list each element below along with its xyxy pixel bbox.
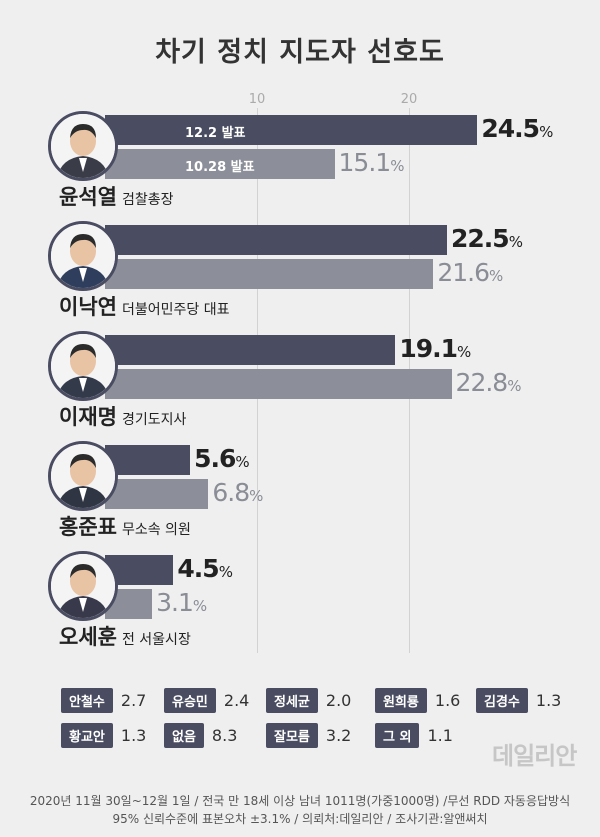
other-value: 1.6 [434,691,461,710]
x-tick-label: 10 [248,92,266,107]
avatar [48,221,118,291]
other-value: 1.3 [120,726,147,745]
data-label: 22.8% [455,368,522,397]
percent-sign: % [508,233,523,251]
candidate-role: 더불어민주당 대표 [121,302,230,318]
percent-sign: % [218,563,233,581]
other-item: 유승민 2.4 [164,688,249,713]
data-value: 15.1 [338,148,392,177]
percent-sign: % [539,123,553,141]
candidate-name-text: 홍준표 [59,515,117,539]
avatar [48,551,118,621]
bar-current [105,335,396,365]
avatar [48,111,118,181]
percent-sign: % [192,597,207,615]
other-value: 3.2 [325,726,352,745]
avatar [48,331,118,401]
percent-sign: % [390,157,404,175]
data-label: 3.1% [156,588,207,617]
data-label: 5.6% [194,444,250,473]
other-value: 2.7 [120,691,147,710]
other-item: 정세균 2.0 [266,688,351,713]
candidate-name-text: 이낙연 [59,295,117,319]
candidate-name-text: 오세훈 [59,625,117,649]
candidate-name: 오세훈 전 서울시장 [59,621,191,651]
other-item: 그 외 1.1 [375,723,453,748]
data-label: 19.1% [399,334,471,363]
candidate-name: 윤석열 검찰총장 [59,181,174,211]
other-name-chip: 원희룡 [375,688,427,713]
candidate-role: 전 서울시장 [121,632,191,648]
other-name-chip: 황교안 [61,723,113,748]
other-name-chip: 김경수 [476,688,528,713]
candidate-role: 경기도지사 [121,412,187,428]
watermark-logo: 데일리안 [492,742,577,770]
series-label: 10.28 발표 [185,160,255,175]
data-label: 15.1% [338,148,405,177]
other-value: 2.4 [223,691,250,710]
data-label: 24.5% [481,114,553,143]
other-value: 1.1 [427,726,453,745]
other-value: 2.0 [325,691,352,710]
x-tick-label: 20 [400,92,418,107]
other-name-chip: 정세균 [266,688,318,713]
data-value: 4.5 [177,554,219,583]
series-label: 12.2 발표 [185,126,246,141]
data-value: 22.5 [451,224,510,253]
data-value: 5.6 [194,444,236,473]
other-name-chip: 유승민 [164,688,216,713]
other-item: 안철수 2.7 [61,688,146,713]
candidate-name: 홍준표 무소속 의원 [59,511,191,541]
bar-previous [105,479,209,509]
percent-sign: % [507,377,521,395]
bar-previous [105,369,452,399]
data-label: 22.5% [451,224,523,253]
data-value: 21.6 [437,258,490,287]
other-item: 없음 8.3 [164,723,237,748]
data-label: 6.8% [212,478,263,507]
candidate-role: 검찰총장 [121,192,174,208]
bar-current [105,445,191,475]
bar-previous: 10.28 발표 [105,149,335,179]
percent-sign: % [457,343,471,361]
candidate-role: 무소속 의원 [121,522,191,538]
candidate-name: 이낙연 더불어민주당 대표 [59,291,229,321]
avatar [48,441,118,511]
footnote-line-2: 95% 신뢰수준에 표본오차 ±3.1% / 의뢰처:데일리안 / 조사기관:알… [112,812,488,826]
data-value: 19.1 [399,334,458,363]
candidate-name: 이재명 경기도지사 [59,401,186,431]
other-item: 잘모름 3.2 [266,723,351,748]
data-value: 24.5 [481,114,540,143]
percent-sign: % [488,267,503,285]
data-value: 22.8 [455,368,509,397]
other-value: 8.3 [211,726,238,745]
other-name-chip: 그 외 [375,723,420,748]
other-name-chip: 잘모름 [266,723,318,748]
other-value: 1.3 [535,691,562,710]
bar-previous [105,259,434,289]
bar-current [105,225,447,255]
bar-current: 12.2 발표 [105,115,478,145]
candidate-name-text: 윤석열 [59,185,117,209]
data-label: 4.5% [177,554,233,583]
footnote-line-1: 2020년 11월 30일~12월 1일 / 전국 만 18세 이상 남녀 10… [29,794,571,808]
other-item: 황교안 1.3 [61,723,146,748]
data-value: 6.8 [212,478,250,507]
chart-title: 차기 정치 지도자 선호도 [155,37,445,68]
data-label: 21.6% [437,258,503,287]
other-name-chip: 없음 [164,723,204,748]
other-item: 김경수 1.3 [476,688,561,713]
other-name-chip: 안철수 [61,688,113,713]
percent-sign: % [235,453,249,471]
other-item: 원희룡 1.6 [375,688,460,713]
percent-sign: % [249,487,263,505]
data-value: 3.1 [156,588,194,617]
candidate-name-text: 이재명 [59,405,117,429]
